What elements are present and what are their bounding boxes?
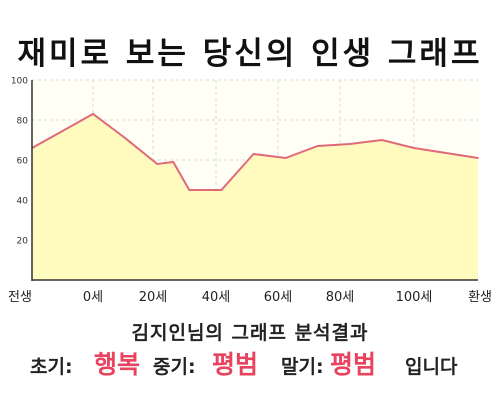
x-tick-label: 60세: [264, 290, 293, 305]
x-tick-label: 0세: [83, 290, 103, 305]
middle-label: 중기:: [153, 356, 196, 378]
data-point: [156, 163, 158, 165]
late-label: 말기:: [281, 356, 324, 378]
middle-value: 평범: [212, 350, 259, 379]
x-tick-label: 100세: [396, 290, 433, 305]
data-point: [316, 145, 319, 147]
x-tick-label: 전생: [8, 290, 32, 305]
data-point: [188, 189, 191, 191]
data-point: [284, 157, 287, 159]
late-value: 평범: [330, 350, 377, 379]
y-tick-label: 60: [17, 157, 29, 167]
tick-labels: 20 40 60 80 100 전생 0세 20세 40세 60세 80세 100세 환생: [8, 77, 492, 306]
y-tick-label: 80: [17, 117, 29, 127]
y-tick-label: 40: [17, 197, 29, 207]
data-point: [172, 161, 175, 163]
data-point: [477, 157, 479, 159]
data-point: [252, 153, 255, 155]
axes: [31, 80, 478, 281]
x-tick-label: 40세: [202, 290, 231, 305]
data-point: [92, 113, 94, 115]
data-point: [220, 189, 223, 191]
early-label: 초기:: [30, 356, 73, 378]
data-point: [413, 147, 415, 149]
analysis-heading: 김지인님의 그래프 분석결과: [131, 322, 369, 344]
analysis-result: 초기: 행복 중기: 평범 말기: 평범 입니다: [0, 344, 500, 384]
y-tick-label: 100: [11, 77, 28, 87]
y-tick-label: 20: [17, 237, 29, 247]
area-series: [31, 112, 479, 280]
early-value: 행복: [94, 350, 141, 379]
page-title: 재미로 보는 당신의 인생 그래프: [17, 36, 483, 72]
x-tick-label: 환생: [468, 290, 492, 305]
result-suffix: 입니다: [405, 356, 458, 378]
data-point: [124, 137, 126, 139]
series-line: [31, 112, 479, 191]
x-tick-label: 20세: [139, 290, 168, 305]
area-fill: [32, 114, 478, 280]
data-point: [349, 143, 351, 145]
data-point: [381, 139, 383, 141]
x-tick-label: 80세: [326, 290, 355, 305]
